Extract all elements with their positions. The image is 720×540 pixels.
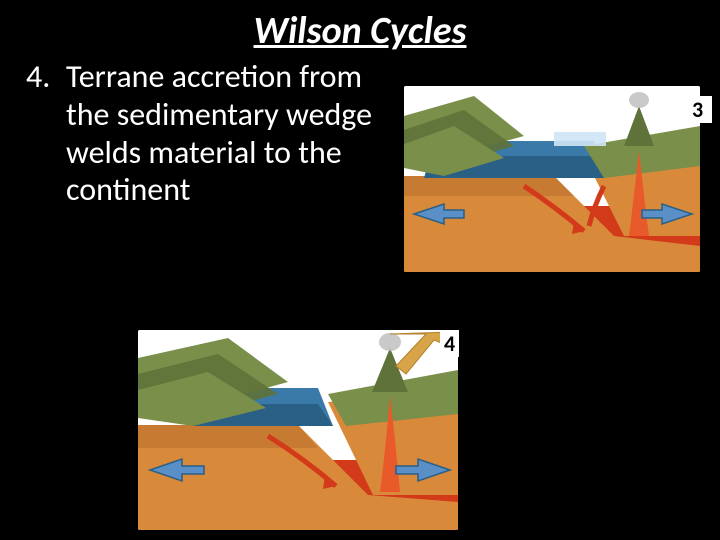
diagram-stage-3 — [404, 86, 700, 272]
diagram-label-3: 3 — [688, 96, 712, 123]
body-list-item: 4. Terrane accretion from the sedimentar… — [18, 58, 388, 209]
diagram-label-4: 4 — [440, 330, 459, 357]
subduction-diagram-3-svg — [404, 86, 700, 272]
list-text: Terrane accretion from the sedimentary w… — [66, 58, 388, 209]
diagram-stage-4 — [138, 330, 458, 530]
list-number: 4. — [18, 58, 66, 209]
subduction-diagram-4-svg — [138, 330, 458, 530]
slide-title: Wilson Cycles — [0, 8, 720, 54]
